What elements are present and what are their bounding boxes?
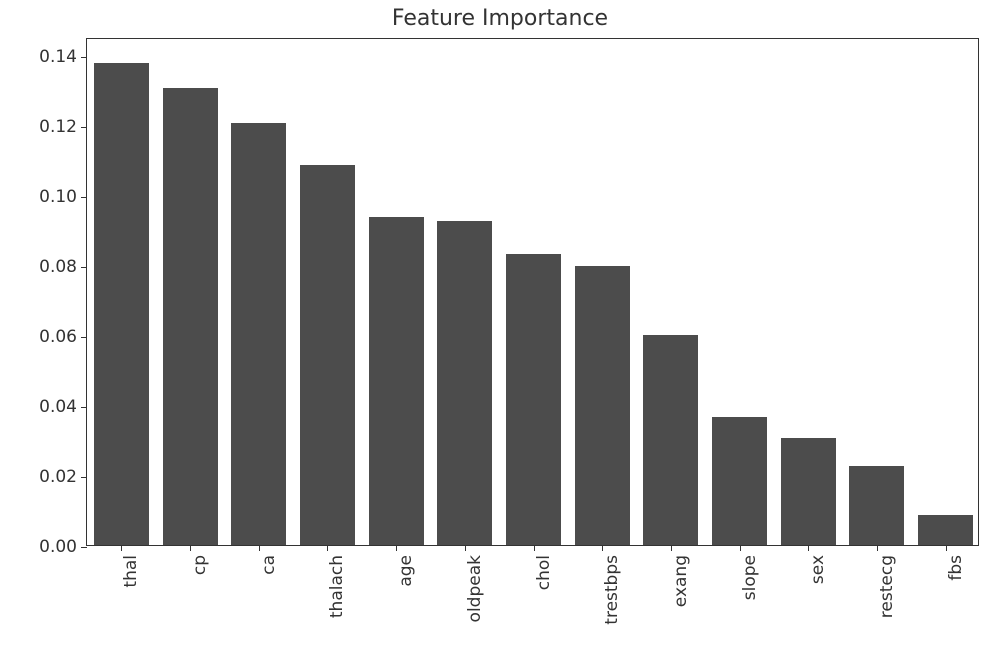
xtick-label-chol: chol	[534, 555, 554, 590]
xtick-mark	[740, 545, 741, 551]
bar-thalach	[300, 165, 355, 545]
bar-exang	[643, 335, 698, 545]
ytick-label: 0.06	[39, 327, 77, 347]
chart-title: Feature Importance	[0, 6, 1000, 31]
xtick-label-sex: sex	[808, 555, 828, 584]
xtick-label-oldpeak: oldpeak	[465, 555, 485, 622]
ytick-mark	[81, 477, 87, 478]
bar-sex	[781, 438, 836, 545]
ytick-label: 0.08	[39, 257, 77, 277]
ytick-mark	[81, 197, 87, 198]
ytick-mark	[81, 267, 87, 268]
xtick-mark	[534, 545, 535, 551]
xtick-mark	[327, 545, 328, 551]
xtick-label-age: age	[396, 555, 416, 587]
ytick-label: 0.12	[39, 117, 77, 137]
xtick-mark	[190, 545, 191, 551]
xtick-mark	[946, 545, 947, 551]
bar-chol	[506, 254, 561, 545]
ytick-mark	[81, 127, 87, 128]
xtick-label-cp: cp	[190, 555, 210, 575]
figure: Feature Importance thalcpcathalachageold…	[0, 0, 1000, 657]
bar-ca	[231, 123, 286, 545]
xtick-mark	[396, 545, 397, 551]
xtick-label-fbs: fbs	[946, 555, 966, 581]
xtick-mark	[259, 545, 260, 551]
bar-fbs	[918, 515, 973, 545]
bar-slope	[712, 417, 767, 545]
xtick-mark	[877, 545, 878, 551]
xtick-label-slope: slope	[740, 555, 760, 600]
bar-oldpeak	[437, 221, 492, 545]
xtick-mark	[465, 545, 466, 551]
xtick-label-restecg: restecg	[877, 555, 897, 618]
bar-restecg	[849, 466, 904, 545]
ytick-label: 0.10	[39, 187, 77, 207]
ytick-label: 0.00	[39, 537, 77, 557]
ytick-mark	[81, 337, 87, 338]
xtick-label-thalach: thalach	[327, 555, 347, 618]
xtick-label-exang: exang	[671, 555, 691, 607]
bar-cp	[163, 88, 218, 545]
xtick-mark	[671, 545, 672, 551]
plot-area: thalcpcathalachageoldpeakcholtrestbpsexa…	[86, 38, 979, 546]
xtick-mark	[808, 545, 809, 551]
xtick-label-thal: thal	[121, 555, 141, 588]
xtick-label-ca: ca	[259, 555, 279, 575]
ytick-mark	[81, 57, 87, 58]
ytick-mark	[81, 547, 87, 548]
ytick-label: 0.02	[39, 467, 77, 487]
bar-age	[369, 217, 424, 545]
xtick-mark	[602, 545, 603, 551]
bar-trestbps	[575, 266, 630, 545]
bar-thal	[94, 63, 149, 545]
xtick-mark	[121, 545, 122, 551]
ytick-label: 0.14	[39, 47, 77, 67]
xtick-label-trestbps: trestbps	[602, 555, 622, 625]
ytick-label: 0.04	[39, 397, 77, 417]
ytick-mark	[81, 407, 87, 408]
